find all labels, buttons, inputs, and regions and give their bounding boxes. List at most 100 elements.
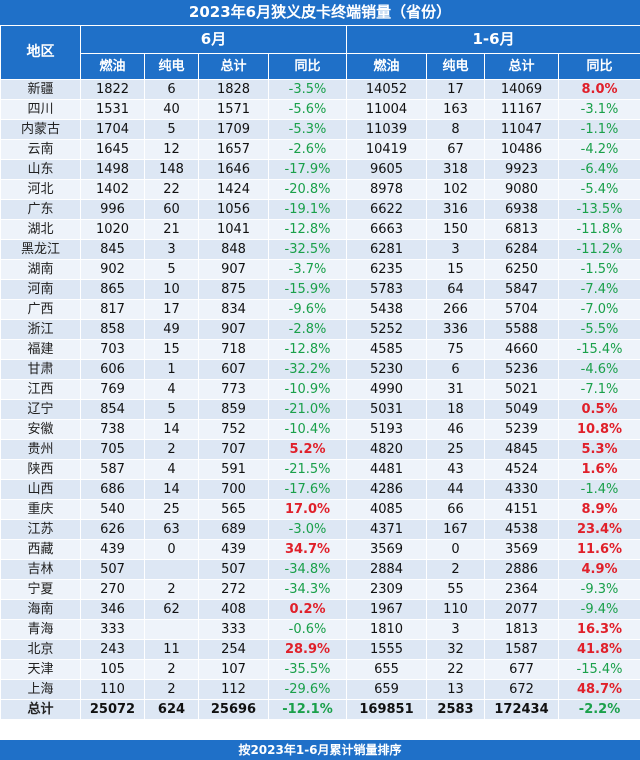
fuel-june-cell: 865 <box>80 279 145 300</box>
ev-ytd-cell: 18 <box>426 399 485 420</box>
table-row: 黑龙江 845 3 848 -32.5% 6281 3 6284 -11.2% <box>0 239 640 260</box>
yoy-june-cell: -2.8% <box>268 319 347 340</box>
ev-june-cell: 4 <box>144 459 199 480</box>
ev-ytd-cell: 6 <box>426 359 485 380</box>
table-row: 浙江 858 49 907 -2.8% 5252 336 5588 -5.5% <box>0 319 640 340</box>
region-cell: 北京 <box>0 639 81 660</box>
total-ytd-cell: 6284 <box>484 239 559 260</box>
total-june-cell: 859 <box>198 399 269 420</box>
yoy-ytd-cell: 41.8% <box>557 639 640 660</box>
yoy-ytd-cell: 16.3% <box>557 619 640 640</box>
yoy-june-cell: -35.5% <box>268 659 347 680</box>
ev-june-cell: 63 <box>144 519 199 540</box>
region-cell: 新疆 <box>0 79 81 100</box>
fuel-ytd-cell: 4286 <box>346 479 427 500</box>
fuel-june-cell: 858 <box>80 319 145 340</box>
total-ytd-cell: 4330 <box>484 479 559 500</box>
ev-ytd-cell: 102 <box>426 179 485 200</box>
ev-ytd-cell: 2 <box>426 559 485 580</box>
total-ytd-cell: 6813 <box>484 219 559 240</box>
footer-note: 按2023年1-6月累计销量排序 <box>0 740 640 760</box>
yoy-ytd-cell: -13.5% <box>557 199 640 220</box>
total-june-cell: 1709 <box>198 119 269 140</box>
ev-june-cell: 25 <box>144 499 199 520</box>
ev-june-cell: 17 <box>144 299 199 320</box>
yoy-ytd-cell: 8.0% <box>557 79 640 100</box>
yoy-june-cell: -5.3% <box>268 119 347 140</box>
total-june-cell: 773 <box>198 379 269 400</box>
fuel-ytd-cell: 6622 <box>346 199 427 220</box>
table-row: 贵州 705 2 707 5.2% 4820 25 4845 5.3% <box>0 439 640 460</box>
total-june-cell: 700 <box>198 479 269 500</box>
ev-june-cell: 5 <box>144 119 199 140</box>
region-cell: 辽宁 <box>0 399 81 420</box>
table-row: 广东 996 60 1056 -19.1% 6622 316 6938 -13.5% <box>0 199 640 220</box>
total-ytd-cell: 3569 <box>484 539 559 560</box>
fuel-ytd-cell: 5252 <box>346 319 427 340</box>
region-cell: 安徽 <box>0 419 81 440</box>
total-june-cell: 1657 <box>198 139 269 160</box>
total-june-cell: 1056 <box>198 199 269 220</box>
total-ytd-cell: 5588 <box>484 319 559 340</box>
table-row: 吉林 507 507 -34.8% 2884 2 2886 4.9% <box>0 559 640 580</box>
table-row: 云南 1645 12 1657 -2.6% 10419 67 10486 -4.2% <box>0 139 640 160</box>
fuel-june-cell: 1498 <box>80 159 145 180</box>
ev-ytd-cell: 163 <box>426 99 485 120</box>
ev-ytd-cell: 64 <box>426 279 485 300</box>
ev-june-cell: 2 <box>144 579 199 600</box>
yoy-june-cell: -20.8% <box>268 179 347 200</box>
region-cell: 总计 <box>0 699 81 720</box>
yoy-ytd-cell: -1.4% <box>557 479 640 500</box>
region-cell: 青海 <box>0 619 81 640</box>
total-june-cell: 834 <box>198 299 269 320</box>
total-ytd-cell: 6250 <box>484 259 559 280</box>
fuel-ytd-cell: 6663 <box>346 219 427 240</box>
ev-june-cell: 21 <box>144 219 199 240</box>
total-june-cell: 1828 <box>198 79 269 100</box>
yoy-ytd-cell: -7.4% <box>557 279 640 300</box>
fuel-june-cell: 1645 <box>80 139 145 160</box>
subheader-fuel-june: 燃油 <box>80 53 145 80</box>
yoy-ytd-cell: -4.6% <box>557 359 640 380</box>
yoy-ytd-cell: -2.2% <box>557 699 640 720</box>
ev-ytd-cell: 318 <box>426 159 485 180</box>
fuel-june-cell: 333 <box>80 619 145 640</box>
ev-ytd-cell: 44 <box>426 479 485 500</box>
total-june-cell: 607 <box>198 359 269 380</box>
ev-june-cell: 14 <box>144 419 199 440</box>
region-cell: 四川 <box>0 99 81 120</box>
fuel-june-cell: 626 <box>80 519 145 540</box>
fuel-june-cell: 738 <box>80 419 145 440</box>
ev-june-cell: 62 <box>144 599 199 620</box>
fuel-june-cell: 817 <box>80 299 145 320</box>
yoy-june-cell: -9.6% <box>268 299 347 320</box>
fuel-june-cell: 1020 <box>80 219 145 240</box>
table-row: 江苏 626 63 689 -3.0% 4371 167 4538 23.4% <box>0 519 640 540</box>
table-row: 上海 110 2 112 -29.6% 659 13 672 48.7% <box>0 679 640 700</box>
ev-june-cell: 15 <box>144 339 199 360</box>
yoy-ytd-cell: 10.8% <box>557 419 640 440</box>
ev-ytd-cell: 13 <box>426 679 485 700</box>
ev-june-cell: 2 <box>144 439 199 460</box>
table-row: 西藏 439 0 439 34.7% 3569 0 3569 11.6% <box>0 539 640 560</box>
yoy-june-cell: 34.7% <box>268 539 347 560</box>
ev-june-cell: 148 <box>144 159 199 180</box>
total-june-cell: 591 <box>198 459 269 480</box>
fuel-june-cell: 902 <box>80 259 145 280</box>
fuel-june-cell: 110 <box>80 679 145 700</box>
region-cell: 黑龙江 <box>0 239 81 260</box>
total-ytd-cell: 10486 <box>484 139 559 160</box>
total-june-cell: 752 <box>198 419 269 440</box>
table-row: 广西 817 17 834 -9.6% 5438 266 5704 -7.0% <box>0 299 640 320</box>
total-ytd-cell: 5021 <box>484 379 559 400</box>
subheader-ev-june: 纯电 <box>144 53 199 80</box>
ev-ytd-cell: 43 <box>426 459 485 480</box>
region-cell: 宁夏 <box>0 579 81 600</box>
ev-june-cell: 14 <box>144 479 199 500</box>
ev-june-cell: 2 <box>144 679 199 700</box>
yoy-june-cell: -29.6% <box>268 679 347 700</box>
total-ytd-cell: 4151 <box>484 499 559 520</box>
ev-june-cell: 3 <box>144 239 199 260</box>
yoy-ytd-cell: -9.4% <box>557 599 640 620</box>
total-june-cell: 1041 <box>198 219 269 240</box>
